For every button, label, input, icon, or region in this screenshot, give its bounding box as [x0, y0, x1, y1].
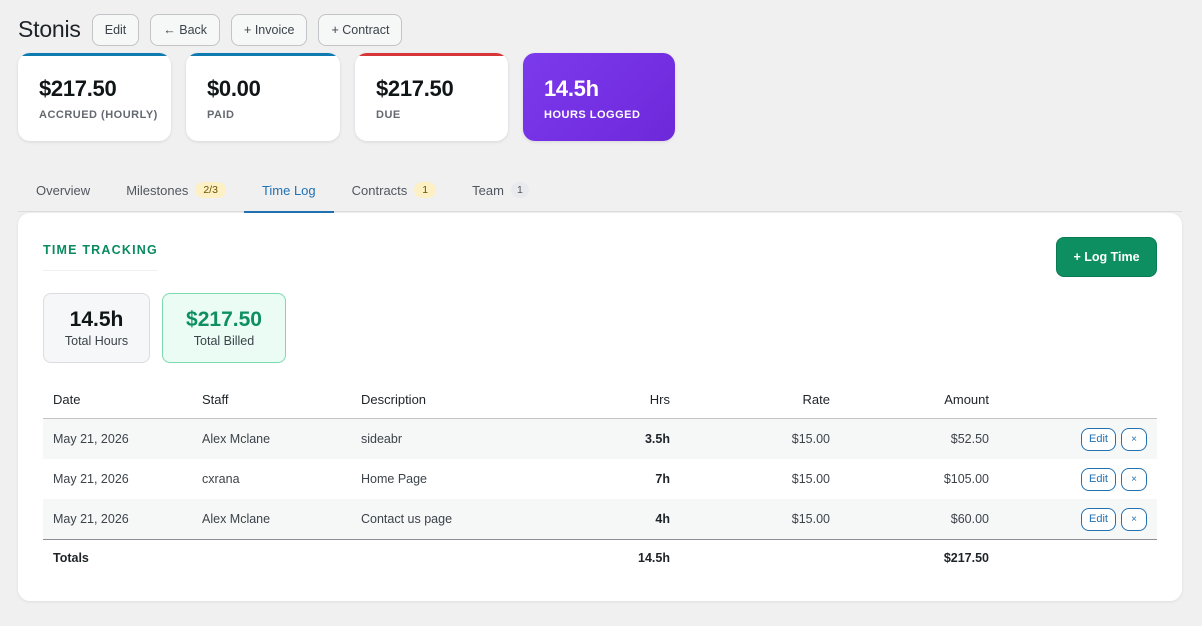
- stat-label: DUE: [376, 109, 401, 121]
- tab-contracts[interactable]: Contracts 1: [334, 168, 454, 212]
- cell-amount: $52.50: [950, 432, 989, 446]
- milestones-count-badge: 2/3: [195, 182, 226, 198]
- tab-label: Milestones: [126, 182, 189, 198]
- time-tracking-panel: TIME TRACKING + Log Time 14.5h Total Hou…: [18, 213, 1182, 601]
- tab-team[interactable]: Team 1: [454, 168, 547, 212]
- time-summary: 14.5h Total Hours $217.50 Total Billed: [43, 293, 298, 363]
- stat-card-accent: [355, 53, 508, 56]
- new-contract-button[interactable]: + Contract: [318, 13, 403, 46]
- project-tabs: Overview Milestones 2/3 Time Log Contrac…: [18, 168, 1182, 213]
- cell-hrs: 4h: [655, 512, 670, 526]
- stat-label: PAID: [207, 109, 235, 121]
- total-hours-value: 14.5h: [69, 308, 124, 331]
- cell-staff: Alex Mclane: [202, 432, 271, 446]
- tab-time-log[interactable]: Time Log: [243, 168, 334, 213]
- totals-label: Totals: [53, 551, 89, 565]
- cell-hrs: 7h: [655, 472, 670, 486]
- cell-staff: Alex Mclane: [202, 512, 271, 526]
- time-log-table: Date Staff Description Hrs Rate Amount M…: [43, 381, 1157, 576]
- new-invoice-button[interactable]: + Invoice: [231, 13, 308, 46]
- cell-rate: $15.00: [791, 512, 830, 526]
- header-description: Description: [361, 392, 427, 407]
- cell-date: May 21, 2026: [53, 512, 129, 526]
- total-hours-label: Total Hours: [64, 334, 129, 348]
- row-actions: Edit ×: [989, 427, 1157, 451]
- cell-hrs: 3.5h: [644, 432, 670, 446]
- table-totals-row: Totals 14.5h $217.50: [43, 539, 1157, 576]
- tab-milestones[interactable]: Milestones 2/3: [108, 168, 244, 212]
- tab-label: Team: [472, 182, 504, 198]
- team-count-badge: 1: [510, 182, 529, 198]
- cell-description: sideabr: [361, 432, 402, 446]
- edit-project-button[interactable]: Edit: [91, 13, 140, 46]
- row-actions: Edit ×: [989, 507, 1157, 531]
- tab-overview[interactable]: Overview: [18, 168, 108, 212]
- tab-label: Time Log: [261, 182, 316, 198]
- total-billed-label: Total Billed: [193, 334, 255, 348]
- stat-label: HOURS LOGGED: [544, 109, 641, 121]
- edit-entry-button[interactable]: Edit: [1081, 427, 1116, 451]
- totals-hrs: 14.5h: [638, 551, 670, 565]
- page-title: Stonis: [18, 16, 81, 42]
- total-hours-card: 14.5h Total Hours: [43, 293, 150, 363]
- header-date: Date: [53, 392, 81, 407]
- table-header: Date Staff Description Hrs Rate Amount: [43, 381, 1157, 419]
- cell-amount: $60.00: [950, 512, 989, 526]
- stat-card-accent: [186, 53, 340, 56]
- stat-card-accrued: $217.50 ACCRUED (HOURLY): [18, 53, 171, 141]
- delete-entry-button[interactable]: ×: [1121, 427, 1147, 451]
- cell-rate: $15.00: [791, 432, 830, 446]
- page-header: Stonis Edit ← Back + Invoice + Contract: [18, 13, 413, 46]
- delete-entry-button[interactable]: ×: [1121, 507, 1147, 531]
- total-billed-card: $217.50 Total Billed: [162, 293, 286, 363]
- header-rate: Rate: [802, 392, 830, 407]
- stat-card-accent: [18, 53, 171, 56]
- table-row: May 21, 2026 Alex Mclane Contact us page…: [43, 499, 1157, 539]
- header-amount: Amount: [944, 392, 989, 407]
- stat-value: $0.00: [207, 76, 261, 101]
- section-title: TIME TRACKING: [43, 243, 158, 271]
- cell-description: Home Page: [361, 472, 428, 486]
- cell-amount: $105.00: [943, 472, 989, 486]
- total-billed-value: $217.50: [186, 308, 262, 331]
- edit-entry-button[interactable]: Edit: [1081, 507, 1116, 531]
- table-row: May 21, 2026 Alex Mclane sideabr 3.5h $1…: [43, 419, 1157, 459]
- stat-cards: $217.50 ACCRUED (HOURLY) $0.00 PAID $217…: [18, 53, 691, 141]
- row-actions: Edit ×: [989, 467, 1157, 491]
- stat-label: ACCRUED (HOURLY): [39, 109, 158, 121]
- header-staff: Staff: [202, 392, 229, 407]
- delete-entry-button[interactable]: ×: [1121, 467, 1147, 491]
- header-hrs: Hrs: [649, 392, 670, 407]
- stat-value: $217.50: [39, 76, 117, 101]
- log-time-button[interactable]: + Log Time: [1056, 237, 1157, 277]
- back-button[interactable]: ← Back: [150, 13, 221, 46]
- stat-card-paid: $0.00 PAID: [186, 53, 340, 141]
- cell-date: May 21, 2026: [53, 472, 129, 486]
- stat-card-hours-logged: 14.5h HOURS LOGGED: [523, 53, 675, 141]
- contracts-count-badge: 1: [414, 182, 437, 198]
- tab-label: Overview: [36, 182, 91, 198]
- cell-staff: cxrana: [202, 472, 240, 486]
- totals-amount: $217.50: [943, 551, 989, 565]
- stat-value: $217.50: [376, 76, 454, 101]
- tab-label: Contracts: [351, 182, 408, 198]
- cell-rate: $15.00: [791, 472, 830, 486]
- edit-entry-button[interactable]: Edit: [1081, 467, 1116, 491]
- stat-value: 14.5h: [544, 76, 599, 101]
- table-row: May 21, 2026 cxrana Home Page 7h $15.00 …: [43, 459, 1157, 499]
- cell-description: Contact us page: [361, 512, 453, 526]
- cell-date: May 21, 2026: [53, 432, 129, 446]
- stat-card-due: $217.50 DUE: [355, 53, 508, 141]
